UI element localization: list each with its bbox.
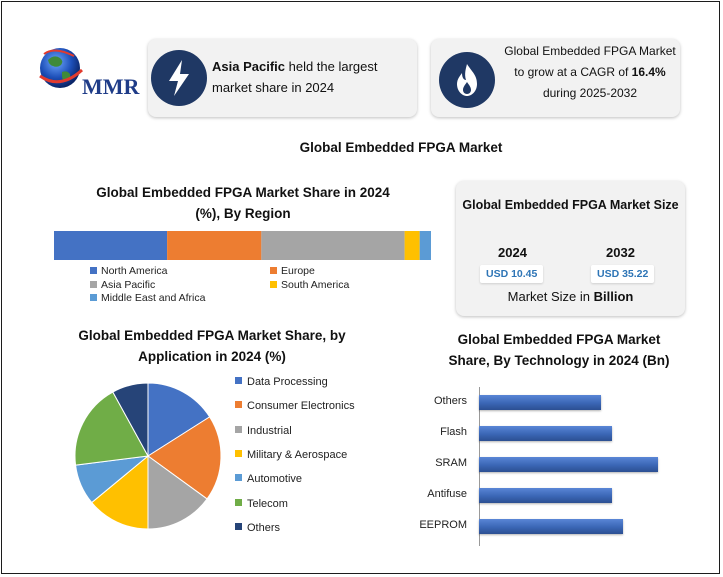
pie-slice-military-and-aerospace [91,454,149,530]
year-2024-label: 2024 [498,245,527,260]
legend-swatch [235,425,242,433]
application-pie-chart [74,382,222,530]
highlight-region-bold: Asia Pacific [212,59,285,74]
technology-bar-antifuse [479,488,612,503]
legend-swatch [90,267,97,274]
cagr-line3: during 2025-2032 [542,86,638,100]
region-legend-item-europe: Europe [270,265,315,277]
legend-label: Others [247,521,281,534]
mmr-logo: MMR [38,46,140,106]
legend-label: Asia Pacific [101,278,156,291]
region-segment-europe [167,231,262,260]
technology-bar-sram [479,457,658,472]
market-size-title: Global Embedded FPGA Market Size [462,198,679,212]
region-legend-item-north-america: North America [90,265,168,277]
region-segment-north-america [54,231,168,260]
pie-slice-telecom [74,391,149,466]
pie-slice-industrial [147,455,208,530]
region-legend: North America Europe Asia Pacific South Ame… [90,265,410,305]
region-chart-title-line2: (%), By Region [195,206,291,221]
technology-chart-title-line2: Share, By Technology in 2024 (Bn) [448,353,670,368]
highlight-card-region: Asia Pacific held the largest market sha… [148,39,417,117]
legend-swatch [90,294,97,301]
pie-slice-data-processing [147,382,211,457]
lightning-icon [151,50,207,106]
legend-swatch [235,522,242,530]
legend-swatch [235,474,242,482]
technology-chart-title-line1: Global Embedded FPGA Market [457,332,661,347]
main-title: Global Embedded FPGA Market [299,140,503,155]
pie-slice-others [112,382,149,457]
value-2032-badge: USD 35.22 [591,265,655,283]
market-size-unit: Billion [593,289,634,304]
legend-label: Industrial [247,424,292,437]
legend-label: Automotive [247,473,303,486]
application-legend-item-industrial: Industrial [235,425,292,437]
region-segment-south-america [404,231,420,260]
cagr-line1: Global Embedded FPGA Market [504,44,676,58]
highlight-card-cagr: Global Embedded FPGA Market to grow at a… [431,39,680,117]
region-legend-item-south-america: South America [270,279,349,291]
region-segment-asia-pacific [261,231,405,260]
value-2024-badge: USD 10.45 [480,265,544,283]
legend-swatch [235,401,242,409]
legend-label: Military & Aerospace [247,448,348,461]
legend-label: North America [101,265,168,277]
legend-label: South America [281,278,350,291]
technology-label-antifuse: Antifuse [427,488,467,500]
technology-label-flash: Flash [440,426,467,438]
technology-bar-flash [479,426,612,441]
legend-label: Consumer Electronics [247,400,355,413]
legend-swatch [270,280,277,288]
region-legend-item-asia-pacific: Asia Pacific [90,279,155,291]
region-segment-middle-east-and-africa [419,231,431,260]
region-legend-item-middle-east-and-africa: Middle East and Africa [90,292,205,304]
market-size-card: Global Embedded FPGA Market Size 2024 20… [456,181,685,316]
market-size-footer: Market Size in Billion [456,289,685,304]
technology-label-others: Others [433,395,467,407]
legend-swatch [90,280,97,288]
technology-bar-eeprom [479,519,624,534]
application-legend-item-consumer-electronics: Consumer Electronics [235,400,355,412]
application-chart-title-line1: Global Embedded FPGA Market Share, by [78,328,346,343]
market-size-footer-pre: Market Size in [507,289,594,304]
application-legend-item-data-processing: Data Processing [235,376,328,388]
cagr-line2-pre: to grow at a CAGR of [514,65,632,79]
technology-label-eeprom: EEPROM [419,519,467,531]
technology-bar-chart: Others Flash SRAM Antifuse EEPROM [407,387,707,547]
cagr-value: 16.4% [631,65,666,79]
cagr-highlight-text: Global Embedded FPGA Market to grow at a… [501,41,679,104]
region-highlight-text: Asia Pacific held the largest market sha… [212,56,412,98]
application-legend: Data Processing Consumer Electronics Indus… [235,376,385,546]
region-chart-title: Global Embedded FPGA Market Share in 202… [54,182,432,224]
technology-chart-title: Global Embedded FPGA Market Share, By Te… [434,329,684,371]
technology-bar-others [479,395,601,410]
application-chart-title-line2: Application in 2024 (%) [138,349,286,364]
legend-label: Data Processing [247,376,328,388]
region-chart-title-line1: Global Embedded FPGA Market Share in 202… [96,185,390,200]
highlight-region-line1: held the largest [285,59,378,74]
application-legend-item-military-and-aerospace: Military & Aerospace [235,449,347,461]
application-legend-item-automotive: Automotive [235,473,302,485]
application-chart-title: Global Embedded FPGA Market Share, by Ap… [62,325,362,367]
application-legend-item-others: Others [235,522,280,534]
highlight-region-line2: market share in 2024 [212,80,335,95]
legend-label: Middle East and Africa [101,292,206,304]
flame-icon [439,52,495,108]
legend-swatch [235,449,242,457]
technology-label-sram: SRAM [435,457,467,469]
legend-label: Telecom [247,497,288,510]
legend-label: Europe [281,265,315,277]
legend-swatch [235,498,242,506]
application-legend-item-telecom: Telecom [235,498,288,510]
region-stacked-bar [54,231,431,260]
logo-brand-text: MMR [82,74,140,99]
legend-swatch [235,377,242,384]
year-2032-label: 2032 [606,245,635,260]
pie-slice-consumer-electronics [147,416,222,500]
legend-swatch [270,267,277,274]
